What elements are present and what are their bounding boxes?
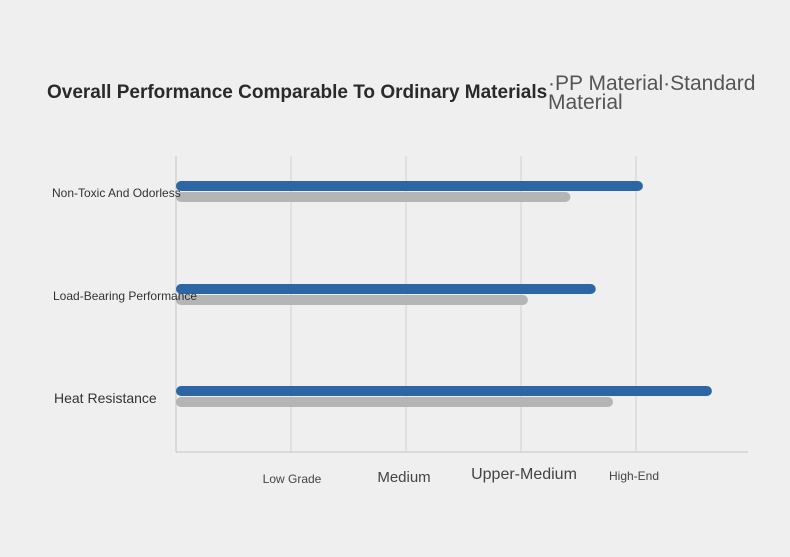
- legend-entry-standard-material: ·Standard Material: [548, 72, 756, 114]
- bars: [176, 181, 712, 407]
- legend: ·PP Material·Standard Material: [548, 72, 784, 114]
- x-tick-low-grade: Low Grade: [262, 472, 322, 486]
- bar-series-2-category-1: [176, 192, 571, 202]
- bar-series-2-category-2: [176, 295, 528, 305]
- x-tick-high-end: High-End: [608, 469, 660, 483]
- bar-series-1-category-2: [176, 284, 596, 294]
- bar-series-1-category-3: [176, 386, 712, 396]
- x-tick-upper-medium: Upper-Medium: [471, 466, 577, 483]
- category-label-load-bearing: Load-Bearing Performance: [53, 289, 198, 303]
- category-label-heat-resistance: Heat Resistance: [54, 390, 157, 406]
- bar-series-1-category-1: [176, 181, 643, 191]
- category-label-non-toxic: Non-Toxic And Odorless: [52, 186, 181, 200]
- x-tick-medium: Medium: [377, 469, 431, 486]
- chart-title: Overall Performance Comparable To Ordina…: [47, 82, 548, 103]
- legend-entry-pp-material: ·PP Material: [548, 72, 664, 95]
- bar-series-2-category-3: [176, 397, 613, 407]
